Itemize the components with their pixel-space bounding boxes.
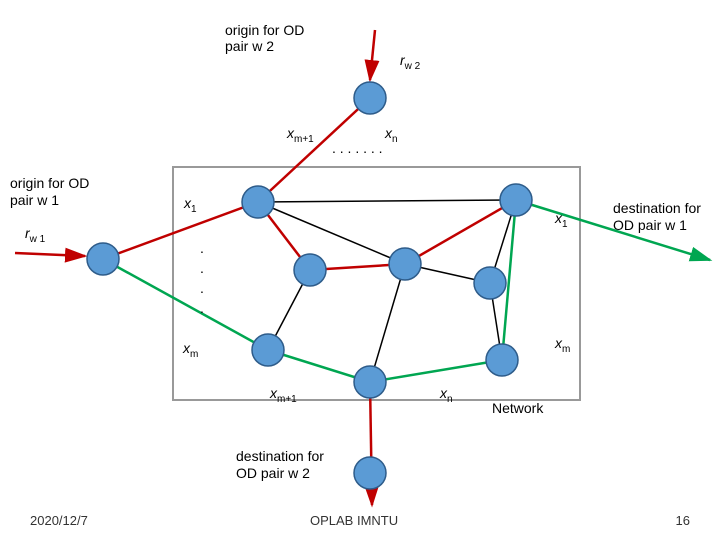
dots-l3: . [200, 280, 204, 296]
label-x1-right: x1 [555, 210, 568, 230]
label-dest-w1-1: destination for [613, 200, 701, 216]
label-dest-w2-1: destination for [236, 448, 324, 464]
label-xm1-top: xm+1 [287, 125, 314, 145]
label-network: Network [492, 400, 543, 416]
dots-l2: . [200, 260, 204, 276]
dots-top: . . . . . . . [332, 140, 383, 156]
footer-page: 16 [676, 513, 690, 528]
label-dest-w1-2: OD pair w 1 [613, 217, 687, 233]
label-origin-w2: origin for OD pair w 2 [225, 22, 304, 54]
dots-l1: . [200, 240, 204, 256]
label-origin-w1-1: origin for OD [10, 175, 89, 191]
footer-date: 2020/12/7 [30, 513, 88, 528]
label-origin-w1-2: pair w 1 [10, 192, 59, 208]
dots-l4: . [200, 300, 204, 316]
label-r-w1: rw 1 [25, 225, 45, 245]
label-xn-top: xn [385, 125, 398, 145]
footer-center: OPLAB IMNTU [310, 513, 398, 528]
label-xm-right: xm [555, 335, 570, 355]
label-r-w2: rw 2 [400, 52, 420, 72]
label-xm1-bot: xm+1 [270, 385, 297, 405]
label-xm-left: xm [183, 340, 198, 360]
label-dest-w2-2: OD pair w 2 [236, 465, 310, 481]
label-x1-left: x1 [184, 195, 197, 215]
label-xn-bot: xn [440, 385, 453, 405]
network-diagram [0, 0, 720, 540]
